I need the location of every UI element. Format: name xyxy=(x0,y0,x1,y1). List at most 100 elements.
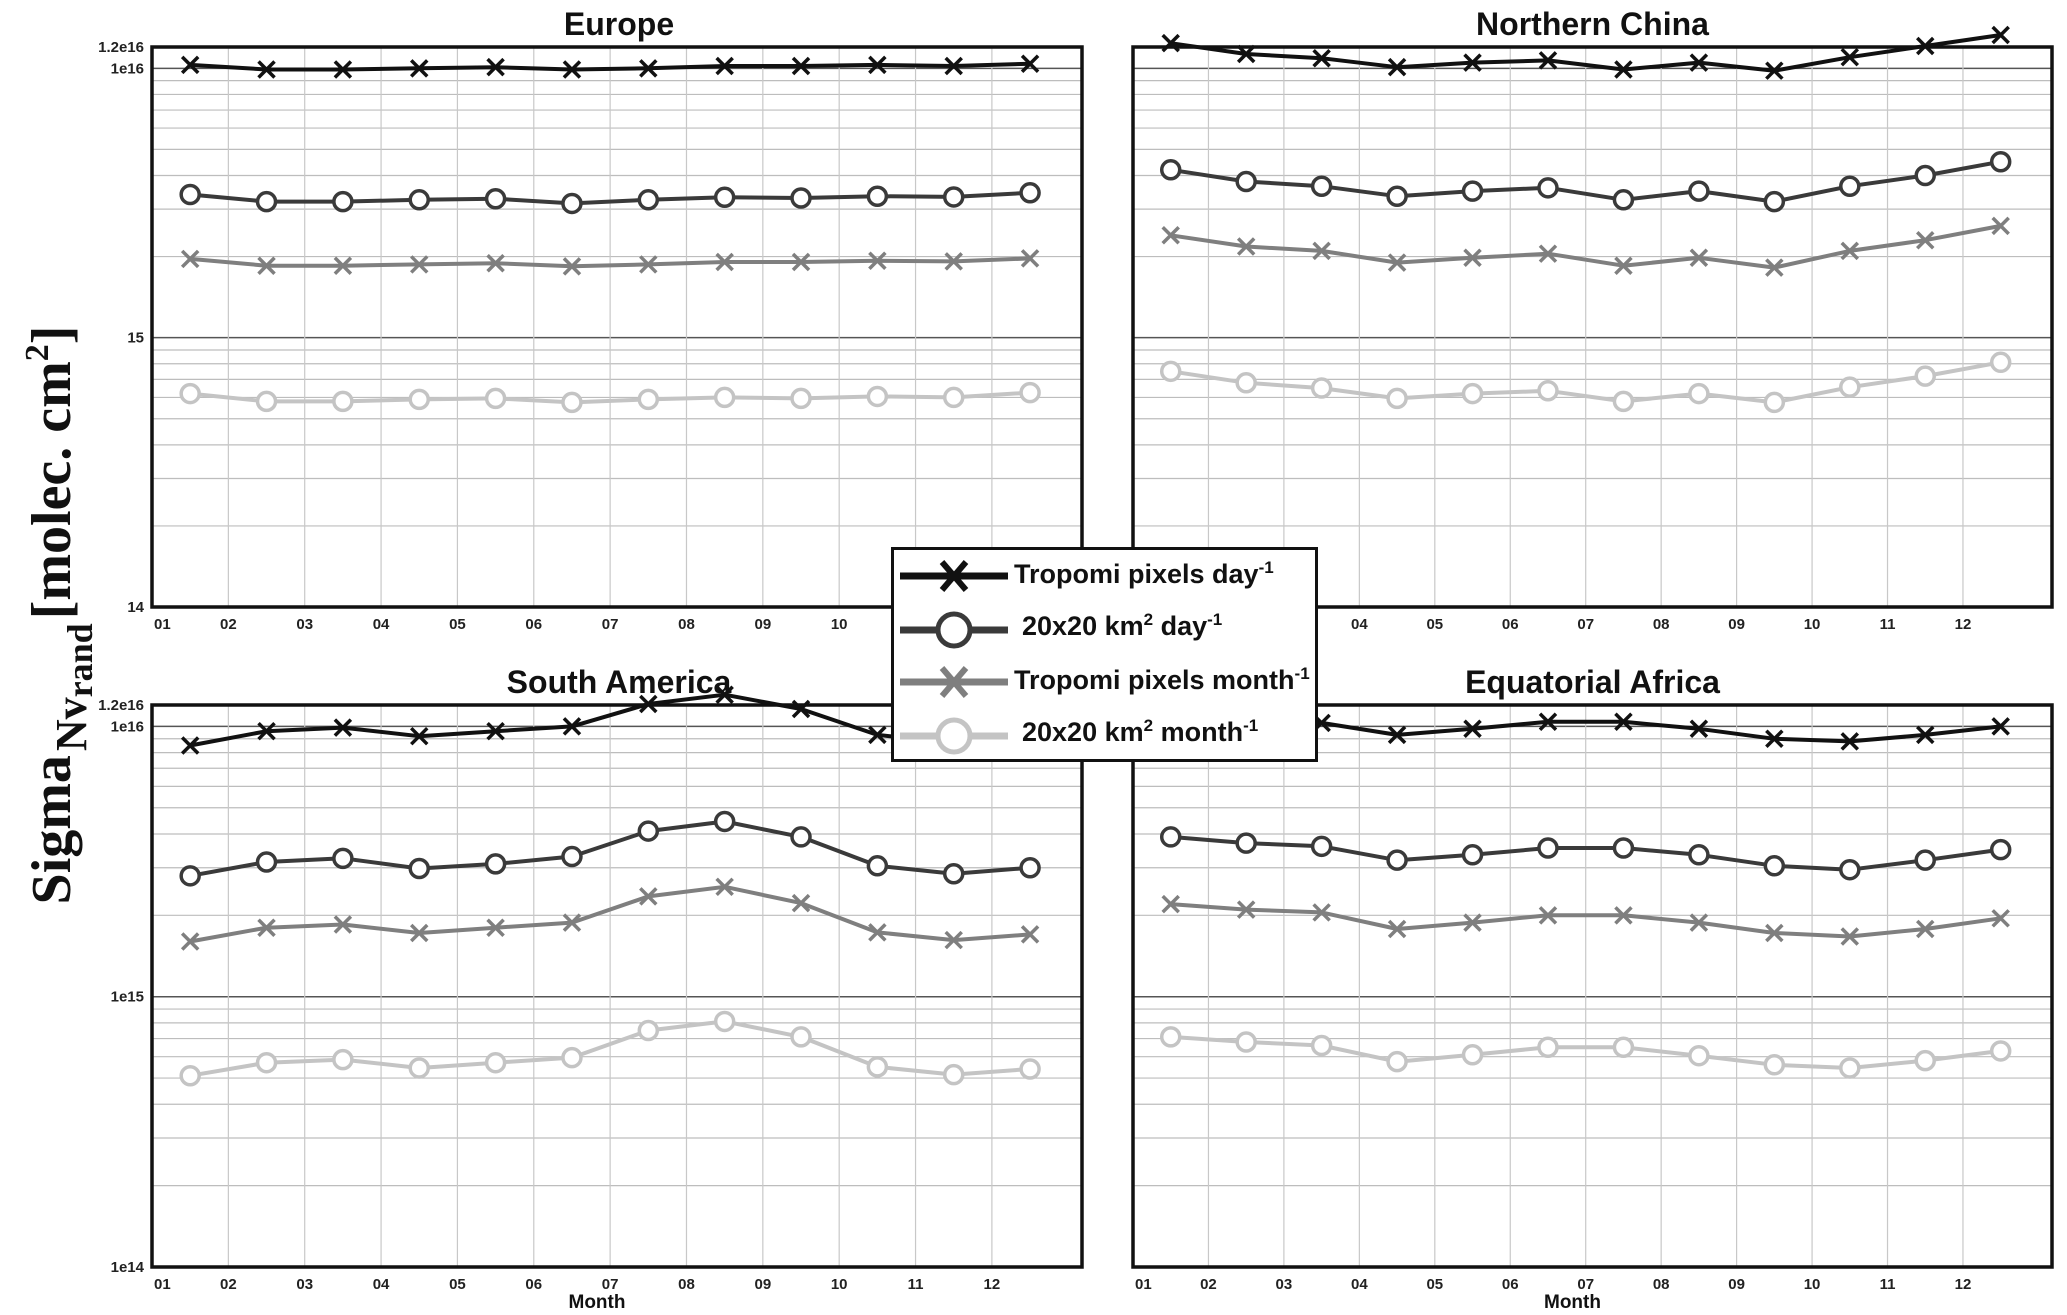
series-line-2 xyxy=(190,190,1031,206)
data-point-circle xyxy=(179,1064,201,1087)
data-point-x xyxy=(1689,913,1709,932)
data-point-x xyxy=(1765,923,1784,943)
data-point-x xyxy=(486,918,505,937)
data-point-circle xyxy=(866,1056,889,1078)
x-tick-label: 06 xyxy=(525,616,542,633)
data-point-x xyxy=(1840,927,1860,946)
data-point-x xyxy=(944,56,963,76)
series-line-3 xyxy=(1170,223,2002,270)
data-point-circle xyxy=(1461,382,1484,405)
x-tick-label: 04 xyxy=(373,1276,390,1293)
x-tick-label: 01 xyxy=(154,616,171,633)
data-point-circle xyxy=(1914,365,1936,387)
data-point-x xyxy=(1161,894,1180,914)
legend-label-1: Tropomi pixels day xyxy=(1014,559,1259,589)
data-point-circle xyxy=(1839,175,1861,197)
data-point-x xyxy=(1161,33,1180,53)
y-tick-label: 1.2e16 xyxy=(98,39,144,56)
data-point-circle xyxy=(1688,844,1710,866)
x-tick-label: 02 xyxy=(1200,1276,1217,1293)
series-line-2 xyxy=(189,819,1031,878)
data-point-circle xyxy=(1235,372,1257,394)
data-point-circle xyxy=(1537,380,1559,402)
data-point-circle xyxy=(1019,381,1041,404)
chart-title-south-america: South America xyxy=(507,664,732,700)
data-point-x xyxy=(1463,53,1482,72)
data-point-x xyxy=(715,252,734,272)
legend-sup-2b: -1 xyxy=(1207,610,1223,629)
plot-frame xyxy=(1131,45,2054,609)
data-point-circle xyxy=(1235,170,1257,193)
data-point-x xyxy=(1840,732,1860,751)
data-point-x xyxy=(1538,51,1558,70)
data-point-circle xyxy=(637,1019,660,1042)
x-tick-label: 04 xyxy=(373,616,390,633)
legend-label-4-tail: month xyxy=(1153,717,1244,747)
data-point-circle xyxy=(1839,858,1861,881)
data-point-x xyxy=(486,253,505,273)
data-point-circle xyxy=(561,192,583,215)
data-point-circle xyxy=(408,857,430,880)
data-point-circle xyxy=(1612,1036,1635,1059)
legend-label-2-tail: day xyxy=(1153,611,1208,641)
data-point-x xyxy=(1614,60,1633,79)
data-point-x xyxy=(1916,36,1935,56)
x-tick-label: 07 xyxy=(602,1276,619,1293)
data-point-x xyxy=(562,60,582,79)
data-point-x xyxy=(1689,248,1709,267)
data-point-circle xyxy=(1159,360,1182,383)
x-tick-label: 06 xyxy=(1502,616,1519,633)
data-point-x xyxy=(715,685,734,704)
x-tick-label: 11 xyxy=(1880,616,1896,633)
data-point-circle xyxy=(484,387,507,410)
chart-title-northern-china: Northern China xyxy=(1476,6,1709,42)
legend-label-2: 20x20 km xyxy=(1022,611,1144,641)
data-point-circle xyxy=(1537,837,1559,859)
data-point-circle xyxy=(866,855,889,877)
data-point-x xyxy=(791,56,811,76)
data-point-x xyxy=(715,877,734,897)
legend-item-20km-day: 20x20 km2 day-1 xyxy=(894,602,1321,654)
data-point-circle xyxy=(790,826,812,848)
series-line-2 xyxy=(1170,834,2001,872)
y-tick-label: 1e16 xyxy=(111,718,144,735)
series-line-4 xyxy=(189,1019,1031,1078)
data-point-circle xyxy=(1612,189,1635,211)
data-point-circle xyxy=(1989,1040,2012,1062)
y-axis-label-sub2: rand xyxy=(60,623,100,698)
series-line-4 xyxy=(189,390,1031,405)
x-tick-label: 02 xyxy=(220,1276,237,1293)
data-point-x xyxy=(1991,216,2010,236)
legend-label-3: Tropomi pixels month xyxy=(1014,665,1295,695)
data-point-circle xyxy=(1839,376,1861,398)
data-point-x xyxy=(868,923,887,942)
data-point-circle xyxy=(1612,837,1635,859)
x-tick-label: 06 xyxy=(1502,1276,1519,1293)
data-point-circle xyxy=(179,865,201,887)
x-tick-label: 01 xyxy=(1135,1276,1152,1293)
y-tick-label: 1.2e16 xyxy=(98,697,144,714)
data-point-x xyxy=(1236,900,1256,919)
data-point-x xyxy=(333,718,353,737)
legend-marker-x-gray xyxy=(900,666,1008,698)
legend: Tropomi pixels day -1 20x20 km2 day-1 Tro… xyxy=(891,547,1318,762)
data-point-circle xyxy=(408,189,430,211)
data-point-circle xyxy=(1612,390,1635,413)
data-point-x xyxy=(410,726,429,746)
data-point-x xyxy=(1387,57,1407,77)
data-point-x xyxy=(868,251,887,270)
data-point-x xyxy=(715,56,734,76)
data-point-x xyxy=(410,923,429,943)
data-point-circle xyxy=(1537,177,1559,199)
data-point-circle xyxy=(179,183,201,206)
data-point-circle xyxy=(1763,855,1786,877)
data-point-circle xyxy=(1310,835,1333,858)
data-point-x xyxy=(1020,249,1040,268)
data-point-circle xyxy=(1688,382,1710,405)
y-axis-label-unit-sup: 2 xyxy=(19,344,56,362)
y-axis-label-sub: Nv xyxy=(47,697,96,752)
data-point-x xyxy=(180,55,200,75)
data-point-x xyxy=(1387,253,1407,272)
data-point-circle xyxy=(179,382,201,405)
data-point-circle xyxy=(1019,856,1041,879)
